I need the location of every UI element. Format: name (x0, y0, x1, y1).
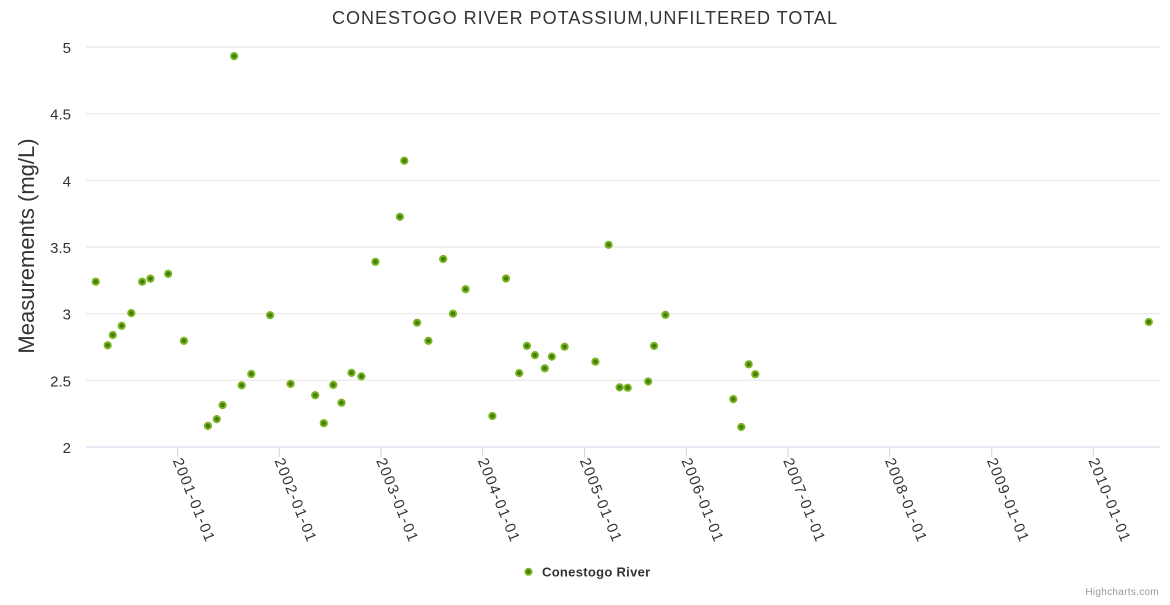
svg-text:3.5: 3.5 (50, 240, 71, 257)
svg-text:3: 3 (63, 307, 71, 324)
svg-text:2.5: 2.5 (50, 373, 71, 390)
svg-text:Measurements (mg/L): Measurements (mg/L) (14, 138, 39, 353)
svg-text:Highcharts.com: Highcharts.com (1085, 587, 1159, 598)
svg-text:CONESTOGO RIVER POTASSIUM,UNFI: CONESTOGO RIVER POTASSIUM,UNFILTERED TOT… (332, 8, 838, 28)
svg-text:4: 4 (63, 173, 71, 190)
svg-text:5: 5 (63, 40, 71, 57)
svg-text:Conestogo River: Conestogo River (542, 565, 651, 580)
svg-text:4.5: 4.5 (50, 107, 71, 124)
svg-text:2: 2 (63, 440, 71, 457)
